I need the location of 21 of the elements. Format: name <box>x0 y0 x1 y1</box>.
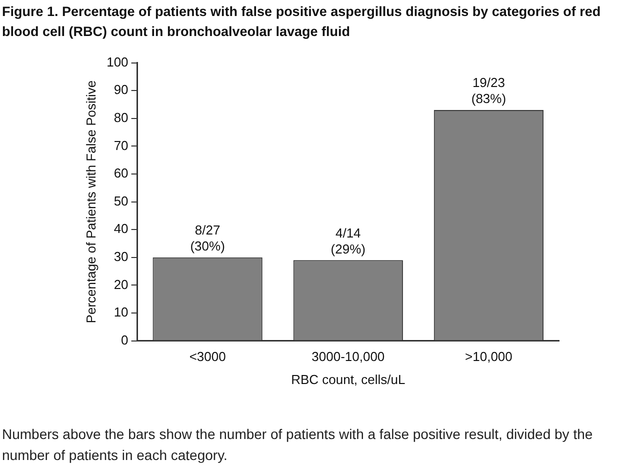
y-tick-label: 100 <box>106 54 128 70</box>
x-tick-label: <3000 <box>189 349 226 364</box>
y-tick-label: 50 <box>114 193 128 208</box>
y-tick-label: 20 <box>114 276 128 292</box>
y-tick-label: 70 <box>114 138 128 153</box>
x-tick-label: 3000-10,000 <box>312 349 385 364</box>
y-tick-label: 90 <box>114 82 128 98</box>
y-tick-label: 60 <box>114 166 128 181</box>
text: Numbers above the bars show the number of patients with a false positive result, divided by the number of patients in each category. <box>2 425 594 465</box>
y-tick-label: 0 <box>121 332 128 348</box>
x-axis-title: RBC count, cells/uL <box>291 372 406 387</box>
y-tick-label: 30 <box>114 248 128 264</box>
y-tick-label: 40 <box>114 221 128 236</box>
y-axis-title: Percentage of Patients with False Positive <box>83 80 98 324</box>
x-tick-label: >10,000 <box>465 349 512 364</box>
data-label: 8/27 (30%) <box>190 222 225 254</box>
data-label: 4/14 (29%) <box>330 225 366 256</box>
chart-title: Figure 1. Percentage of patients with false positive aspergillus diagnosis by categories of red blood cell (RBC) count in bronchoalveolar lavage fluid <box>2 3 602 41</box>
y-tick-label: 80 <box>114 110 128 125</box>
data-label: 19/23 (83%) <box>471 75 506 106</box>
y-tick-label: 10 <box>114 304 128 320</box>
